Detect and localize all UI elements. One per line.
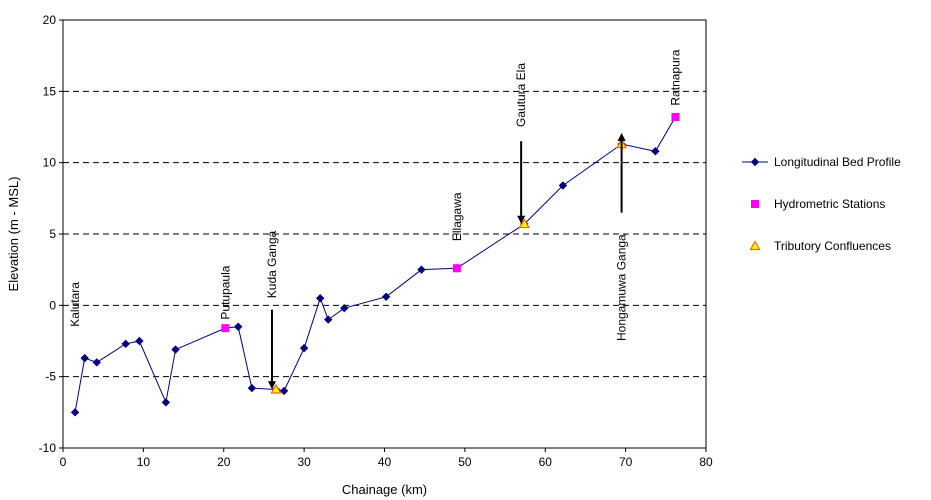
- data-point: [671, 113, 680, 122]
- data-point: [324, 315, 333, 324]
- legend-marker: [749, 240, 761, 251]
- legend-marker: [751, 200, 759, 208]
- data-point: [651, 147, 660, 156]
- series-line: [74, 116, 676, 413]
- annotation-label: Ratnapura: [668, 49, 682, 105]
- data-point: [315, 293, 325, 303]
- legend-marker: [750, 157, 760, 167]
- series-longitudinal-bed-profile: [70, 112, 680, 417]
- x-tick-label: 70: [619, 455, 633, 469]
- annotation-label: Gautura Ela: [514, 63, 528, 127]
- x-tick-label: 50: [458, 455, 472, 469]
- x-axis-title: Chainage (km): [342, 482, 427, 497]
- legend-label: Tributory Confluences: [774, 239, 891, 253]
- y-axis-title: Elevation (m - MSL): [6, 177, 21, 292]
- annotation-label: Kuda Ganga: [265, 230, 279, 298]
- annotation-label: Putupaula: [218, 265, 232, 319]
- legend-item: Tributory Confluences: [749, 239, 891, 253]
- data-point: [80, 353, 89, 363]
- data-point: [381, 292, 391, 301]
- x-tick-label: 40: [378, 455, 392, 469]
- series-tributory-confluences: [270, 138, 628, 394]
- annotation-label: Ellagawa: [450, 192, 464, 241]
- data-point: [558, 181, 568, 190]
- x-tick-label: 20: [217, 455, 231, 469]
- legend-item: Longitudinal Bed Profile: [742, 155, 901, 169]
- x-tick-label: 80: [699, 455, 713, 469]
- data-point: [92, 358, 101, 367]
- data-point: [171, 345, 180, 354]
- series-hydrometric-stations: [221, 113, 680, 333]
- x-tick-label: 60: [539, 455, 553, 469]
- y-tick-label: 5: [49, 227, 56, 241]
- data-point: [135, 336, 144, 346]
- annotation-label: Hongamuwa Ganga: [615, 234, 629, 341]
- data-point: [70, 408, 80, 417]
- annotation-label: Kalutara: [68, 282, 82, 327]
- grid-lines: [63, 90, 706, 378]
- y-tick-label: -10: [39, 441, 57, 455]
- series-layer: [70, 112, 680, 417]
- y-tick-label: 20: [43, 13, 57, 27]
- data-point: [279, 386, 289, 396]
- data-point: [221, 324, 230, 333]
- x-tick-label: 30: [297, 455, 311, 469]
- data-point: [234, 322, 243, 331]
- x-tick-label: 0: [60, 455, 67, 469]
- data-point: [161, 398, 171, 407]
- x-tick-label: 10: [137, 455, 151, 469]
- legend: Longitudinal Bed Profile Hydrometric Stat…: [742, 155, 901, 253]
- data-point: [299, 343, 309, 353]
- y-tick-label: -5: [45, 370, 56, 384]
- annotations: Kalutara Putupaula Kuda Ganga Ellagawa Gautu…: [68, 49, 682, 390]
- legend-item: Hydrometric Stations: [751, 197, 885, 211]
- axis-ticks: -10 -5 0 5 10 15 20 0 10 20 30 40 50 60 70 80: [39, 13, 713, 469]
- data-point: [452, 264, 461, 273]
- y-tick-label: 0: [49, 298, 56, 312]
- y-tick-label: 15: [43, 84, 57, 98]
- legend-label: Hydrometric Stations: [774, 197, 885, 211]
- y-tick-label: 10: [43, 156, 57, 170]
- data-point: [340, 303, 349, 313]
- data-point: [121, 339, 130, 349]
- legend-label: Longitudinal Bed Profile: [774, 155, 901, 169]
- data-point: [417, 265, 426, 274]
- data-point: [247, 383, 257, 393]
